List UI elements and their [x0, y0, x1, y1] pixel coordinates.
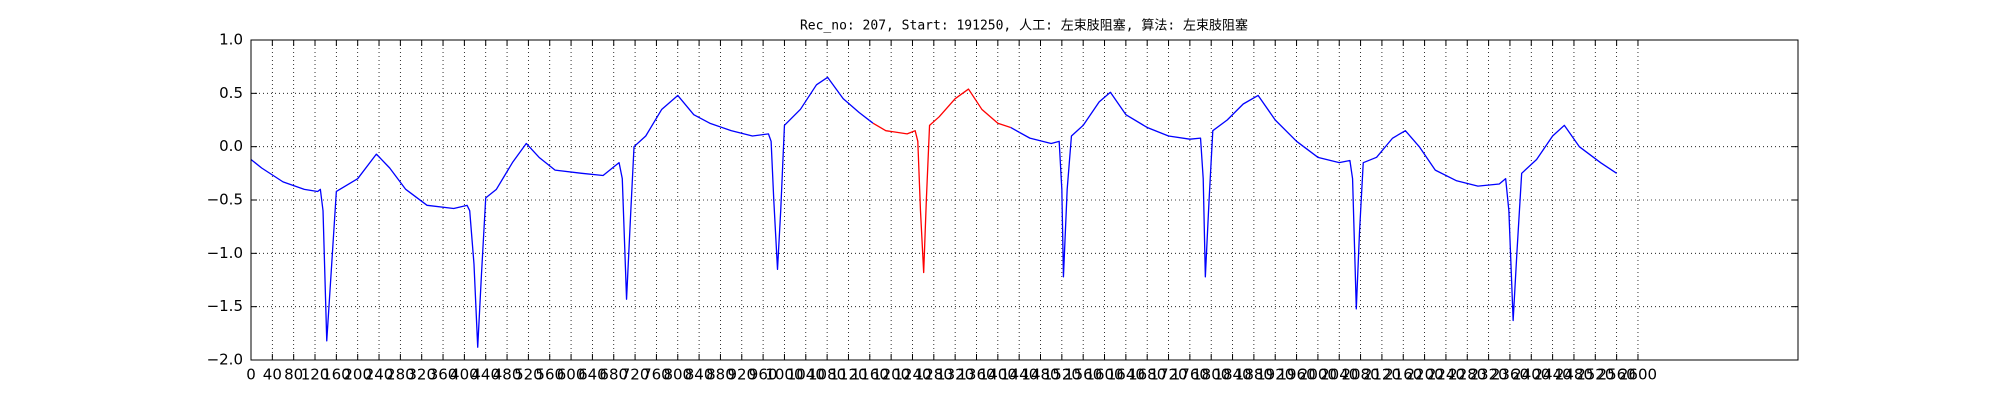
- x-tick-label: 960: [749, 366, 778, 384]
- x-tick-label: 1120: [829, 366, 867, 384]
- x-tick-label: 600: [557, 366, 586, 384]
- y-tick-label: −2.0: [207, 351, 243, 369]
- x-tick-label: 640: [578, 366, 607, 384]
- x-tick-label: 1720: [1149, 366, 1187, 384]
- x-tick-label: 1240: [893, 366, 931, 384]
- x-tick-label: 2440: [1534, 366, 1572, 384]
- x-tick-label: 1320: [936, 366, 974, 384]
- x-tick-label: 80: [284, 366, 303, 384]
- x-tick-label: 1680: [1128, 366, 1166, 384]
- x-tick-label: 1400: [979, 366, 1017, 384]
- x-tick-label: 2160: [1384, 366, 1422, 384]
- x-tick-label: 200: [343, 366, 372, 384]
- x-tick-label: 1840: [1213, 366, 1251, 384]
- x-tick-label: 240: [365, 366, 394, 384]
- x-tick-label: 880: [706, 366, 735, 384]
- x-tick-label: 1560: [1064, 366, 1102, 384]
- x-tick-label: 2280: [1448, 366, 1486, 384]
- x-tick-label: 800: [663, 366, 692, 384]
- x-tick-label: 440: [471, 366, 500, 384]
- x-tick-label: 1800: [1192, 366, 1230, 384]
- x-tick-label: 360: [429, 366, 458, 384]
- y-tick-label: −1.0: [207, 244, 243, 262]
- x-tick-label: 1520: [1043, 366, 1081, 384]
- x-tick-label: 2520: [1576, 366, 1614, 384]
- x-tick-label: 120: [301, 366, 330, 384]
- x-tick-label: 760: [642, 366, 671, 384]
- x-tick-label: 2320: [1470, 366, 1508, 384]
- x-tick-label: 1600: [1085, 366, 1123, 384]
- x-tick-label: 920: [727, 366, 756, 384]
- x-tick-label: 1200: [872, 366, 910, 384]
- x-tick-label: 520: [514, 366, 543, 384]
- x-tick-label: 480: [493, 366, 522, 384]
- x-tick-label: 2120: [1363, 366, 1401, 384]
- x-tick-label: 1360: [957, 366, 995, 384]
- ecg-line: [872, 88, 1011, 274]
- x-tick-label: 1480: [1021, 366, 1059, 384]
- x-tick-label: 2360: [1491, 366, 1529, 384]
- y-tick-label: −0.5: [207, 191, 243, 209]
- x-tick-label: 680: [599, 366, 628, 384]
- x-tick-label: 280: [386, 366, 415, 384]
- x-tick-label: 2240: [1427, 366, 1465, 384]
- x-tick-label: 160: [322, 366, 351, 384]
- y-tick-label: 0.0: [219, 137, 243, 155]
- x-tick-label: 1000: [765, 366, 803, 384]
- chart-title: Rec_no: 207, Start: 191250, 人工: 左束肢阻塞, 算…: [800, 18, 1248, 34]
- x-tick-label: 1640: [1107, 366, 1145, 384]
- x-tick-label: 2200: [1405, 366, 1443, 384]
- x-tick-label: 840: [685, 366, 714, 384]
- x-tick-label: 1760: [1171, 366, 1209, 384]
- x-tick-label: 1920: [1256, 366, 1294, 384]
- x-tick-label: 0: [246, 366, 256, 384]
- x-tick-label: 1440: [1000, 366, 1038, 384]
- y-tick-label: 0.5: [219, 84, 243, 102]
- x-tick-label: 1160: [851, 366, 889, 384]
- x-tick-label: 1080: [808, 366, 846, 384]
- x-tick-label: 40: [263, 366, 282, 384]
- x-tick-label: 2400: [1512, 366, 1550, 384]
- x-tick-label: 2080: [1341, 366, 1379, 384]
- x-tick-label: 1280: [915, 366, 953, 384]
- x-tick-label: 2560: [1598, 366, 1636, 384]
- x-tick-label: 1040: [787, 366, 825, 384]
- y-tick-label: −1.5: [207, 297, 243, 315]
- x-tick-label: 400: [450, 366, 479, 384]
- x-tick-label: 1960: [1277, 366, 1315, 384]
- x-tick-label: 2480: [1555, 366, 1593, 384]
- x-tick-label: 2600: [1619, 366, 1657, 384]
- x-tick-label: 2000: [1299, 366, 1337, 384]
- plot-frame: [250, 39, 1799, 361]
- x-tick-label: 560: [535, 366, 564, 384]
- y-tick-label: 1.0: [219, 31, 243, 49]
- x-tick-label: 720: [621, 366, 650, 384]
- x-tick-label: 2040: [1320, 366, 1358, 384]
- x-tick-label: 1880: [1235, 366, 1273, 384]
- ecg-line: [250, 76, 1617, 348]
- x-tick-label: 320: [407, 366, 436, 384]
